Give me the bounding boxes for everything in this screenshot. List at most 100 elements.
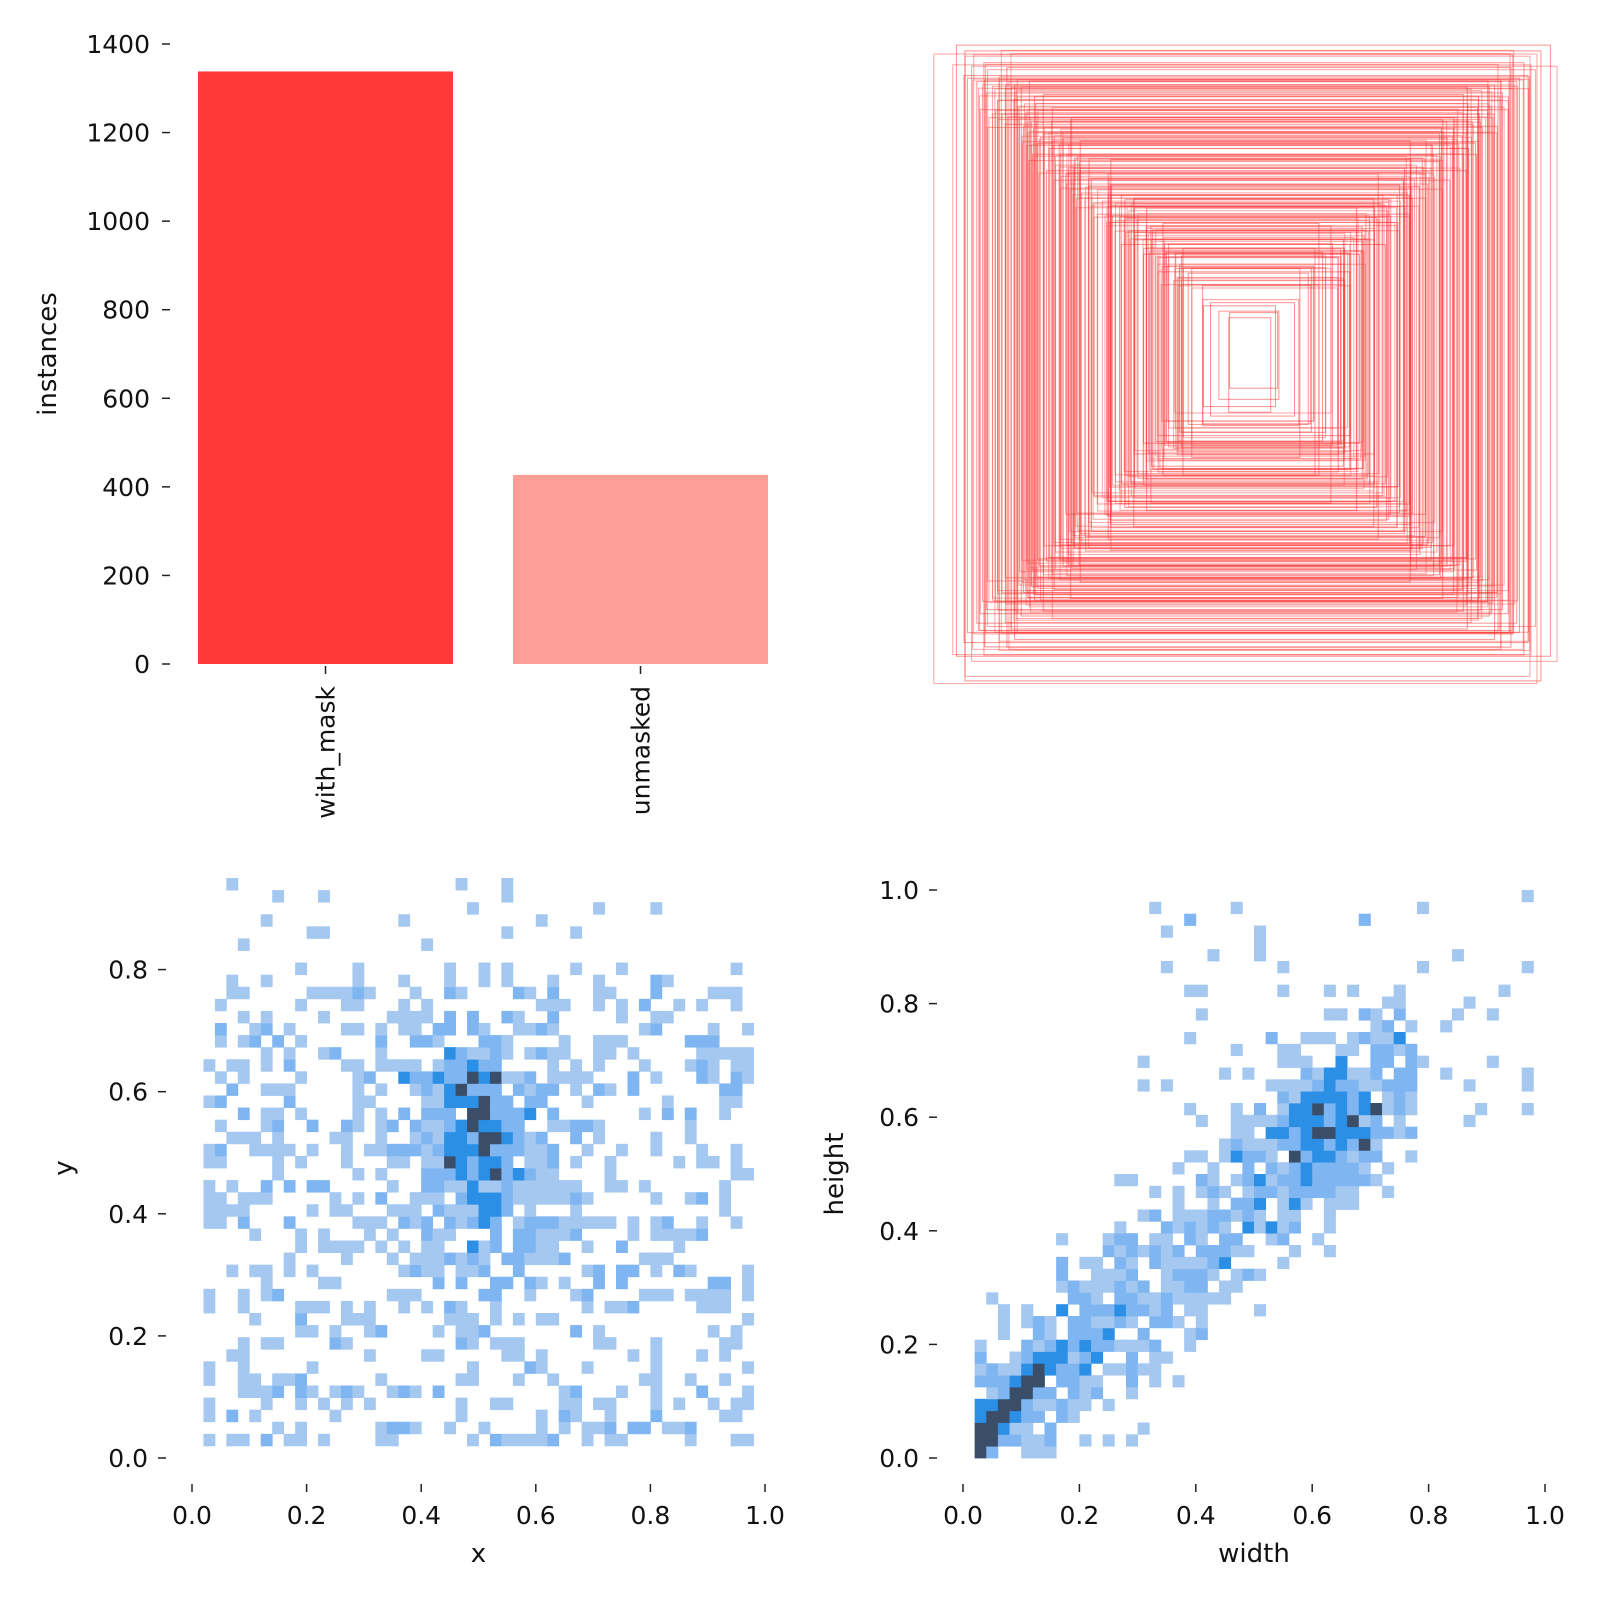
heatmap-cell: [1370, 1079, 1383, 1092]
heatmap-cell: [1102, 1304, 1115, 1317]
heatmap-cell: [512, 1313, 525, 1326]
heatmap-cell: [547, 1071, 560, 1084]
heatmap-cell: [1393, 1008, 1406, 1021]
heatmap-cell: [1358, 1126, 1371, 1139]
heatmap-cell: [467, 1373, 479, 1386]
heatmap-cell: [444, 962, 456, 976]
heatmap-cell: [363, 1313, 376, 1326]
heatmap-cell: [421, 1300, 434, 1314]
heatmap-cell: [214, 1216, 227, 1229]
bounding-box: [1021, 141, 1479, 584]
heatmap-cell: [650, 1143, 663, 1157]
heatmap-cell: [1067, 1339, 1080, 1352]
heatmap-cell: [386, 1204, 399, 1217]
heatmap-cell: [593, 1131, 605, 1145]
heatmap-cell: [1300, 1197, 1313, 1210]
heatmap-cell: [1254, 1174, 1267, 1187]
heatmap-cell: [1160, 1245, 1173, 1258]
heatmap-cell: [249, 1313, 262, 1326]
bounding-box: [1175, 253, 1342, 448]
bounding-box: [1035, 121, 1481, 578]
x-tick-label: 0.8: [631, 1501, 671, 1530]
heatmap-cell: [1347, 1032, 1360, 1045]
heatmap-cell: [1335, 1126, 1348, 1139]
heatmap-cell: [535, 1240, 548, 1253]
bounding-box: [1052, 139, 1427, 575]
heatmap-cell: [340, 1143, 353, 1157]
heatmap-cell: [478, 1192, 491, 1205]
heatmap-cell: [1021, 1387, 1034, 1400]
heatmap-cell: [260, 1119, 273, 1133]
heatmap-cell: [719, 1337, 732, 1350]
heatmap-cell: [1347, 1126, 1360, 1139]
heatmap-cell: [1382, 996, 1395, 1009]
heatmap-cell: [306, 1143, 319, 1157]
heatmap-cell: [707, 1071, 720, 1084]
bounding-box: [985, 63, 1499, 633]
heatmap-cell: [501, 878, 514, 891]
heatmap-cell: [1009, 1363, 1022, 1376]
heatmap-cell: [501, 1276, 514, 1290]
heatmap-cell: [650, 1228, 663, 1241]
heatmap-cell: [707, 1035, 720, 1048]
heatmap-cell: [1021, 1434, 1034, 1447]
y-tick-label: 0.4: [108, 1200, 148, 1229]
heatmap-cell: [1277, 1138, 1290, 1151]
heatmap-cell: [1405, 1126, 1418, 1139]
heatmap-cell: [1091, 1339, 1104, 1352]
heatmap-cell: [558, 1192, 571, 1205]
heatmap-cell: [295, 998, 307, 1012]
x-tick-label: 0.8: [1409, 1501, 1449, 1530]
heatmap-cell: [1393, 1103, 1406, 1116]
heatmap-cell: [1242, 1221, 1255, 1234]
heatmap-cell: [1277, 1162, 1290, 1175]
bounding-box: [1014, 84, 1496, 640]
bounding-box: [1179, 263, 1345, 445]
heatmap-cell: [1149, 1375, 1162, 1388]
heatmap-cell: [1323, 1162, 1336, 1175]
heatmap-cell: [1032, 1363, 1045, 1376]
heatmap-cell: [318, 1397, 330, 1411]
heatmap-cell: [1172, 1185, 1185, 1199]
bounding-box: [1134, 235, 1365, 490]
heatmap-cell: [1277, 1209, 1290, 1222]
bounding-box: [1026, 144, 1451, 571]
bounding-box: [1157, 248, 1342, 445]
heatmap-cell: [997, 1387, 1010, 1400]
heatmap-cell: [627, 1300, 640, 1314]
heatmap-cell: [604, 1216, 617, 1229]
heatmap-cell: [1021, 1363, 1034, 1376]
heatmap-cell: [478, 1035, 491, 1048]
heatmap-cell: [604, 1035, 617, 1048]
heatmap-cell: [1149, 1209, 1162, 1222]
heatmap-cell: [489, 1143, 502, 1157]
heatmap-cell: [1184, 913, 1197, 926]
bounding-box: [1060, 175, 1411, 540]
heatmap-cell: [1172, 1256, 1185, 1270]
bounding-box: [1218, 310, 1280, 400]
bounding-box: [964, 50, 1542, 682]
heatmap-cell: [398, 1155, 411, 1169]
heatmap-cell: [1160, 925, 1173, 938]
heatmap-cell: [696, 1300, 709, 1314]
heatmap-cell: [1067, 1316, 1080, 1329]
heatmap-cell: [650, 1349, 663, 1362]
bounding-box: [1088, 158, 1426, 538]
heatmap-cell: [375, 1083, 388, 1096]
heatmap-cell: [409, 1252, 422, 1266]
heatmap-cell: [1056, 1375, 1069, 1388]
heatmap-cell: [684, 1228, 697, 1241]
bounding-box: [1055, 164, 1417, 571]
bounding-box: [1092, 202, 1390, 520]
y-tick-label: 0.0: [108, 1444, 148, 1473]
heatmap-cell: [512, 1023, 525, 1036]
heatmap-cell: [1207, 1162, 1220, 1175]
heatmap-cell: [432, 1228, 445, 1241]
heatmap-cell: [1207, 1209, 1220, 1222]
heatmap-cell: [1044, 1339, 1057, 1352]
heatmap-cell: [650, 1131, 663, 1145]
heatmap-cell: [467, 1059, 479, 1072]
heatmap-cell: [1137, 1339, 1150, 1352]
heatmap-cell: [524, 1083, 537, 1096]
heatmap-cell: [329, 1047, 342, 1060]
